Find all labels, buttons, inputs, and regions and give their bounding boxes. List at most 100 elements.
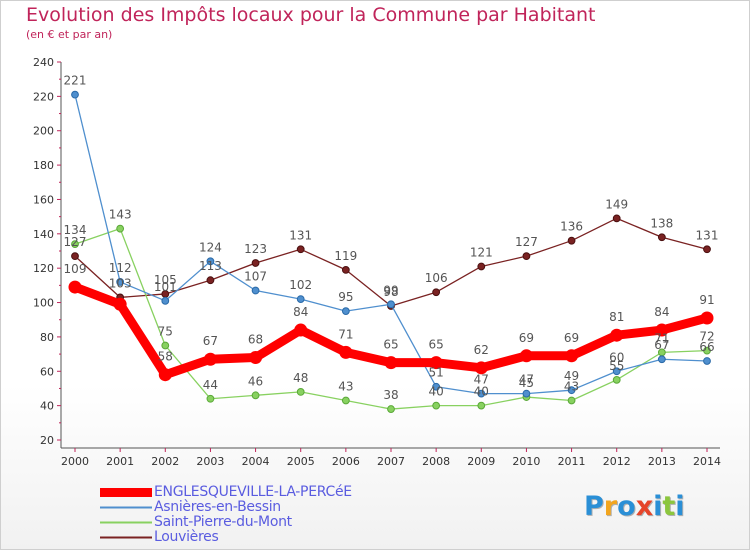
data-point	[296, 295, 305, 304]
data-label: 75	[158, 325, 173, 339]
data-point	[251, 286, 260, 295]
data-point	[251, 391, 260, 400]
x-tick-label: 2001	[106, 455, 134, 468]
data-label: 45	[519, 376, 534, 390]
data-point	[161, 341, 170, 350]
data-point	[700, 311, 714, 325]
y-tick-label: 220	[33, 90, 54, 103]
data-point	[116, 224, 125, 233]
data-point	[477, 401, 486, 410]
data-label: 46	[248, 374, 263, 388]
data-label: 71	[654, 331, 669, 345]
data-point	[612, 214, 621, 223]
legend-item-englesqueville: ENGLESQUEVILLE-LA-PERCéE	[100, 485, 352, 500]
data-label: 131	[289, 228, 312, 242]
data-label: 58	[158, 350, 173, 364]
data-label: 84	[293, 305, 308, 319]
data-point	[432, 382, 441, 391]
data-label: 121	[470, 245, 493, 259]
data-point	[341, 396, 350, 405]
chart-legend: ENGLESQUEVILLE-LA-PERCéE Asnières-en-Bes…	[100, 485, 352, 545]
data-point	[249, 351, 263, 365]
data-label: 127	[64, 235, 87, 249]
x-tick-label: 2014	[693, 455, 721, 468]
x-tick-label: 2009	[467, 455, 495, 468]
data-label: 136	[560, 220, 583, 234]
x-tick-label: 2008	[422, 455, 450, 468]
y-tick-label: 240	[33, 56, 54, 69]
legend-label-saint-pierre: Saint-Pierre-du-Mont	[154, 514, 292, 530]
data-label: 138	[650, 216, 673, 230]
data-label: 131	[696, 228, 719, 242]
x-tick-label: 2006	[332, 455, 360, 468]
data-label: 99	[383, 283, 398, 297]
data-label: 69	[519, 331, 534, 345]
x-tick-label: 2010	[512, 455, 540, 468]
data-point	[206, 276, 215, 285]
data-label: 67	[203, 334, 218, 348]
chart-subtitle: (en € et par an)	[26, 28, 113, 41]
data-label: 95	[338, 290, 353, 304]
data-point	[565, 349, 579, 363]
data-point	[522, 389, 531, 398]
data-label: 65	[429, 338, 444, 352]
data-label: 43	[564, 379, 579, 393]
data-label: 47	[519, 373, 534, 387]
data-label: 113	[199, 259, 222, 273]
x-tick-label: 2012	[603, 455, 631, 468]
data-label: 60	[609, 350, 624, 364]
legend-swatch-louvieres	[100, 536, 152, 539]
data-label: 127	[515, 235, 538, 249]
data-label: 62	[474, 343, 489, 357]
data-point	[113, 297, 127, 311]
legend-label-englesqueville: ENGLESQUEVILLE-LA-PERCéE	[154, 484, 352, 500]
data-point	[567, 386, 576, 395]
data-label: 67	[654, 338, 669, 352]
x-tick-label: 2002	[151, 455, 179, 468]
data-point	[703, 245, 711, 254]
data-point	[296, 245, 305, 254]
legend-swatch-asnieres	[100, 506, 152, 509]
legend-swatch-saint-pierre	[100, 521, 152, 524]
y-tick-label: 180	[33, 159, 54, 172]
y-tick-label: 60	[40, 365, 54, 378]
series-1	[71, 90, 711, 398]
x-tick-label: 2013	[648, 455, 676, 468]
y-tick-label: 140	[33, 228, 54, 241]
data-point	[341, 266, 350, 274]
legend-item-louvieres: Louvières	[100, 530, 352, 545]
data-point	[429, 356, 443, 370]
data-label: 98	[383, 285, 398, 299]
x-tick-label: 2000	[61, 455, 89, 468]
data-label: 102	[289, 278, 312, 292]
data-point	[612, 367, 621, 376]
data-point	[116, 278, 125, 286]
data-point	[206, 257, 215, 266]
data-point	[657, 355, 666, 364]
data-point	[610, 328, 624, 342]
data-point	[657, 233, 666, 242]
data-point	[339, 345, 353, 359]
data-label: 101	[154, 280, 177, 294]
data-label: 47	[474, 373, 489, 387]
data-point	[567, 396, 576, 405]
x-tick-label: 2004	[242, 455, 270, 468]
data-label: 91	[699, 293, 714, 307]
data-point	[296, 387, 305, 396]
data-label: 48	[293, 371, 308, 385]
data-point	[432, 288, 441, 297]
data-point	[384, 356, 398, 370]
data-point	[68, 280, 82, 294]
y-tick-label: 200	[33, 125, 54, 138]
data-label: 119	[334, 249, 357, 263]
x-tick-label: 2003	[196, 455, 224, 468]
data-label: 107	[244, 270, 267, 284]
data-label: 49	[564, 369, 579, 383]
data-label: 221	[64, 74, 87, 88]
data-label: 124	[199, 240, 222, 254]
data-point	[71, 90, 79, 99]
data-point	[522, 252, 531, 261]
data-point	[477, 262, 486, 271]
y-tick-label: 40	[40, 400, 54, 413]
data-label: 65	[383, 338, 398, 352]
